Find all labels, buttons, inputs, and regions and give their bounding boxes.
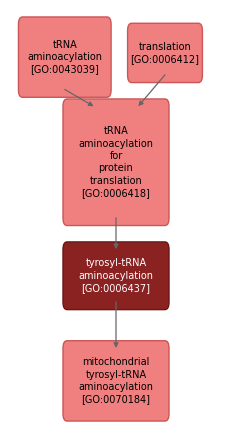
FancyBboxPatch shape: [63, 242, 168, 310]
FancyBboxPatch shape: [63, 341, 168, 421]
Text: translation
[GO:0006412]: translation [GO:0006412]: [130, 42, 199, 64]
Text: tyrosyl-tRNA
aminoacylation
[GO:0006437]: tyrosyl-tRNA aminoacylation [GO:0006437]: [78, 258, 153, 293]
Text: tRNA
aminoacylation
for
protein
translation
[GO:0006418]: tRNA aminoacylation for protein translat…: [78, 126, 153, 198]
FancyBboxPatch shape: [63, 99, 168, 226]
FancyBboxPatch shape: [127, 23, 201, 82]
Text: mitochondrial
tyrosyl-tRNA
aminoacylation
[GO:0070184]: mitochondrial tyrosyl-tRNA aminoacylatio…: [78, 357, 153, 404]
FancyBboxPatch shape: [18, 17, 111, 97]
Text: tRNA
aminoacylation
[GO:0043039]: tRNA aminoacylation [GO:0043039]: [27, 40, 102, 74]
